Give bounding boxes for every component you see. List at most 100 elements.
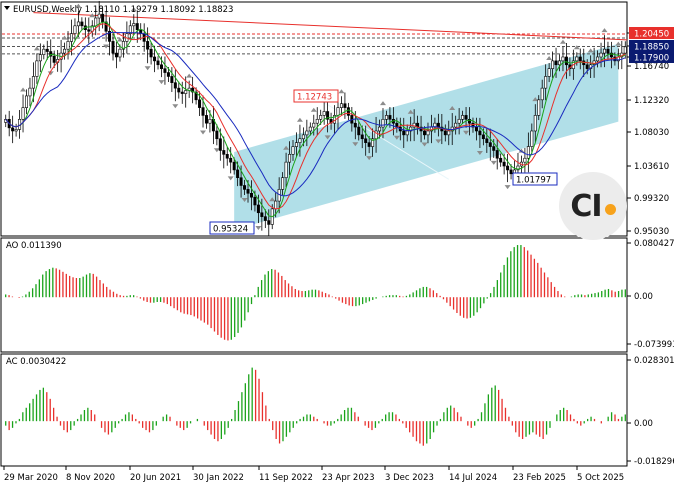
candle-body — [606, 48, 610, 54]
candle-body — [76, 21, 80, 27]
candle-body — [243, 185, 247, 190]
candle-body — [523, 157, 527, 163]
moving-average-line-1 — [5, 21, 626, 218]
candle-body — [215, 130, 219, 140]
regression-channel — [234, 43, 619, 230]
candle-body — [28, 87, 32, 97]
fractal-marker — [296, 117, 303, 122]
candle-body — [457, 118, 461, 124]
candle-body — [249, 192, 253, 198]
candle-body — [537, 99, 541, 116]
candle-body — [159, 64, 163, 69]
candle-body — [204, 115, 208, 124]
fractal-marker — [601, 28, 608, 33]
fractal-marker — [33, 46, 40, 51]
fractal-marker — [116, 37, 123, 42]
candle-body — [163, 68, 167, 73]
fractal-marker — [435, 139, 442, 144]
candle-body — [371, 138, 375, 147]
candle-body — [312, 122, 316, 128]
candle-body — [526, 146, 530, 159]
candle-body — [63, 48, 67, 54]
candle-body — [21, 107, 25, 120]
candle-body — [506, 165, 510, 171]
fractal-marker — [449, 106, 456, 111]
candle-body — [222, 150, 226, 155]
candle-body — [121, 41, 125, 50]
candle-body — [388, 115, 392, 120]
candle-body — [218, 138, 222, 151]
candle-body — [198, 99, 202, 108]
broker-logo: CI — [559, 172, 627, 240]
candle-body — [291, 146, 295, 155]
candle-body — [253, 196, 257, 206]
fractal-marker — [172, 104, 179, 109]
candle-body — [166, 72, 170, 77]
candle-body — [184, 90, 188, 94]
candle-body — [551, 60, 555, 69]
fractal-marker — [20, 87, 27, 92]
trend-line — [33, 12, 628, 41]
fractal-marker — [559, 39, 566, 44]
candle-body — [374, 130, 378, 140]
candle-body — [353, 122, 357, 128]
candle-body — [232, 161, 236, 171]
fractal-marker — [255, 226, 262, 231]
price-axis-label: 1.03610 — [634, 162, 669, 172]
fractal-marker — [200, 130, 207, 135]
candle-body — [464, 115, 468, 120]
x-axis-label: 30 Jan 2022 — [193, 473, 244, 483]
candle-body — [468, 118, 472, 124]
price-tag-1 — [629, 27, 674, 39]
fractal-marker — [504, 185, 511, 190]
candle-body — [558, 60, 562, 66]
candle-body — [364, 138, 368, 143]
candle-body — [52, 55, 56, 63]
candle-body — [288, 154, 292, 163]
annotation-box-1 — [293, 89, 339, 103]
candle-body — [530, 130, 534, 147]
fractal-marker — [269, 197, 276, 202]
candle-body — [111, 41, 115, 54]
candle-body — [69, 33, 73, 42]
x-axis-label: 29 Mar 2020 — [4, 473, 58, 483]
fractal-marker — [89, 13, 96, 18]
candle-body — [540, 87, 544, 101]
x-axis-label: 8 Nov 2020 — [66, 473, 115, 483]
fractal-marker — [615, 41, 622, 46]
fractal-marker — [352, 142, 359, 147]
fractal-marker — [158, 80, 165, 85]
candle-body — [402, 130, 406, 136]
candle-body — [149, 48, 153, 58]
fractal-marker — [407, 109, 414, 114]
annotation-box-2 — [512, 172, 558, 186]
candle-body — [114, 52, 118, 58]
candle-body — [443, 130, 447, 136]
candle-body — [170, 76, 174, 83]
candle-body — [208, 118, 212, 124]
candle-body — [108, 30, 112, 42]
candle-body — [301, 134, 305, 140]
candle-body — [609, 52, 613, 58]
panel-frame-3 — [0, 353, 628, 467]
candle-body — [564, 56, 568, 66]
candle-body — [236, 169, 240, 179]
fractal-marker — [310, 107, 317, 112]
annotation-box-3 — [209, 221, 255, 235]
candle-body — [118, 48, 122, 58]
fractal-marker — [393, 135, 400, 140]
candle-body — [14, 129, 18, 132]
candle-body — [45, 48, 49, 52]
candle-body — [322, 111, 326, 116]
candle-body — [128, 25, 132, 34]
candle-body — [308, 126, 312, 132]
candle-body — [201, 107, 205, 116]
candle-body — [454, 122, 458, 128]
fractal-marker — [490, 160, 497, 165]
fractal-marker — [379, 101, 386, 106]
moving-average-line-2 — [5, 23, 626, 210]
candle-body — [426, 130, 430, 136]
fractal-marker — [47, 71, 54, 76]
x-axis-label: 5 Oct 2025 — [577, 473, 624, 483]
